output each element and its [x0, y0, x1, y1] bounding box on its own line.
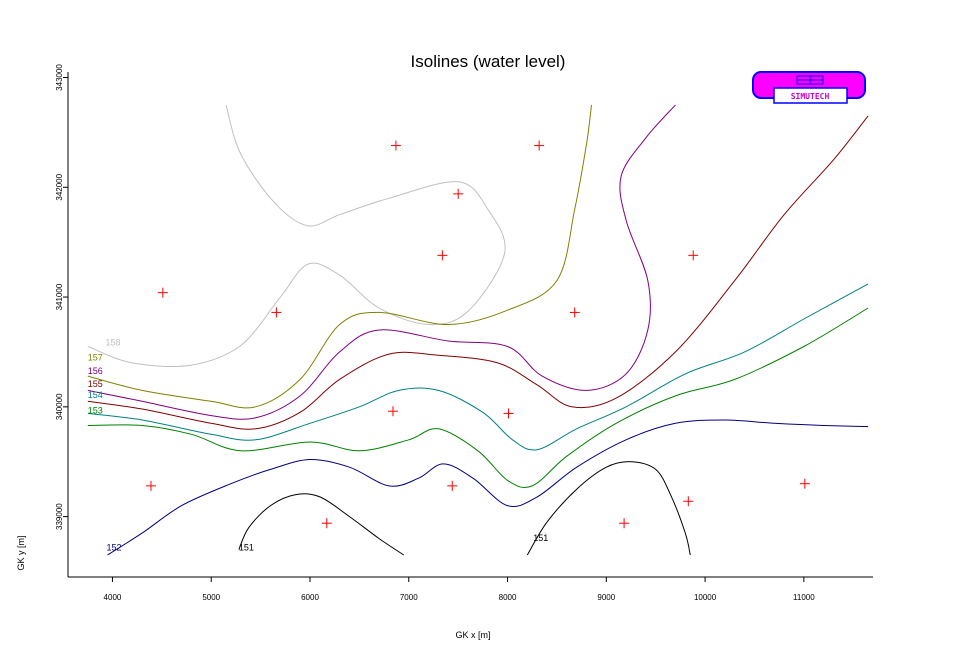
well-marker [145, 480, 156, 491]
x-axis-label: GK x [m] [455, 630, 490, 640]
well-marker [569, 307, 580, 318]
well-marker [157, 287, 168, 298]
x-tick-label: 7000 [400, 593, 418, 602]
y-axis-label: GK y [m] [16, 535, 26, 570]
x-tick-label: 5000 [202, 593, 220, 602]
well-marker [390, 140, 401, 151]
isoline-153 [87, 307, 869, 489]
x-axis-ticks: 4000 5000 6000 7000 8000 9000 10000 11000 [104, 577, 815, 602]
x-tick-label: 11000 [793, 593, 815, 602]
isoline-label-151: 151 [533, 533, 548, 543]
isoline-157 [87, 104, 592, 409]
isoline-label-157: 157 [88, 353, 103, 363]
isoline-label-155: 155 [88, 379, 103, 389]
well-marker [271, 307, 282, 318]
logo-label-box [773, 87, 848, 104]
isoline-151 [238, 493, 405, 556]
x-tick-label: 9000 [597, 593, 615, 602]
wells-group [145, 140, 810, 529]
isoline-label-151: 151 [239, 543, 254, 553]
isoline-151 [526, 461, 691, 556]
y-tick-label: 340000 [55, 393, 64, 420]
isoline-label-152: 152 [107, 543, 122, 553]
well-marker [453, 188, 464, 199]
isoline-154 [87, 283, 869, 451]
isoline-label-153: 153 [88, 405, 103, 415]
x-tick-label: 4000 [104, 593, 122, 602]
logo-text: SIMUTECH [791, 92, 830, 101]
well-marker [799, 478, 810, 489]
well-marker [503, 408, 514, 419]
isoline-152 [107, 419, 869, 556]
x-tick-label: 10000 [694, 593, 717, 602]
well-marker [619, 518, 630, 529]
isoline-156 [87, 104, 676, 420]
y-tick-label: 343000 [55, 64, 64, 91]
isoline-label-156: 156 [88, 366, 103, 376]
y-tick-label: 341000 [55, 283, 64, 310]
well-marker [437, 250, 448, 261]
plot-area: 4000 5000 6000 7000 8000 9000 10000 11000 33900… [55, 64, 873, 602]
well-marker [321, 518, 332, 529]
well-marker [447, 480, 458, 491]
x-tick-label: 8000 [499, 593, 517, 602]
well-marker [683, 496, 694, 507]
chart-title: Isolines (water level) [411, 52, 566, 71]
isoline-158 [87, 104, 506, 367]
y-tick-label: 339000 [55, 503, 64, 530]
isoline-155 [87, 115, 869, 430]
y-tick-label: 342000 [55, 173, 64, 200]
x-tick-label: 6000 [301, 593, 319, 602]
well-marker [534, 140, 545, 151]
logo-emblem-icon [796, 75, 824, 85]
isoline-label-158: 158 [106, 337, 121, 347]
well-marker [688, 250, 699, 261]
isoline-label-154: 154 [88, 390, 103, 400]
well-marker [387, 406, 398, 417]
isolines-group [87, 104, 869, 556]
simutech-logo: SIMUTECH [752, 71, 866, 104]
y-axis-ticks: 339000 340000 341000 342000 343000 [55, 64, 68, 530]
